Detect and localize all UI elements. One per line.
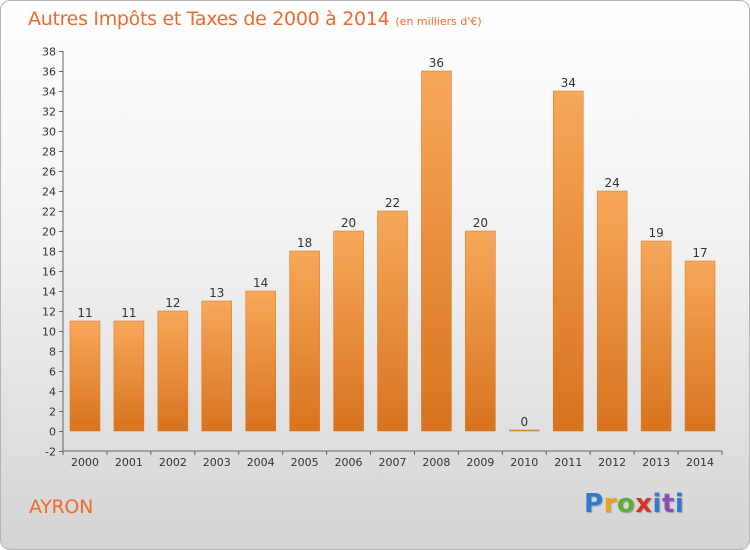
x-tick-label: 2007 (379, 456, 407, 469)
value-labels: 11 11 12 13 14 18 20 22 36 20 0 34 24 19 17 (77, 56, 707, 429)
data-label: 20 (473, 216, 488, 230)
bar (684, 260, 716, 432)
bar (201, 300, 233, 432)
x-tick-label: 2001 (115, 456, 143, 469)
y-tick-label: 26 (42, 166, 56, 179)
logo-letter: r (603, 489, 617, 519)
bar (421, 70, 452, 432)
x-tick-label: 2002 (159, 456, 187, 469)
commune-name: AYRON (29, 496, 93, 518)
y-tick-label: 18 (42, 246, 56, 259)
y-tick-label: 22 (42, 206, 56, 219)
data-label: 20 (341, 216, 356, 230)
x-tick-label: 2005 (291, 456, 319, 469)
x-tick-label: 2003 (203, 456, 231, 469)
x-tick-label: 2004 (247, 456, 275, 469)
bar (289, 250, 320, 432)
bar (333, 230, 364, 432)
x-tick-label: 2012 (598, 456, 626, 469)
y-tick-label: 38 (42, 46, 56, 59)
bar (509, 429, 540, 432)
data-label: 13 (209, 286, 224, 300)
bar (640, 240, 672, 432)
logo-letter: o (616, 489, 636, 519)
proxiti-logo: Proxiti (584, 489, 684, 519)
y-tick-label: 28 (42, 146, 56, 159)
x-tick-label: 2014 (686, 456, 714, 469)
data-label: 18 (297, 236, 312, 250)
bars (69, 70, 716, 432)
data-label: 11 (77, 306, 92, 320)
data-label: 17 (692, 246, 707, 260)
logo-letter: t (661, 489, 675, 519)
bar (245, 290, 276, 432)
logo-letter: P (584, 489, 604, 519)
x-tick-label: 2010 (510, 456, 538, 469)
data-label: 22 (385, 196, 400, 210)
y-tick-label: 36 (42, 66, 56, 79)
x-tick-label: 2011 (554, 456, 582, 469)
data-label: 12 (165, 296, 180, 310)
y-tick-label: 24 (42, 186, 56, 199)
chart-title: Autres Impôts et Taxes de 2000 à 2014 (en… (28, 8, 482, 30)
bar (465, 230, 496, 432)
x-tick-label: 2013 (642, 456, 670, 469)
data-label: 11 (121, 306, 136, 320)
bar (377, 210, 408, 432)
bar (69, 320, 101, 432)
data-label: 34 (561, 76, 576, 90)
logo-letter: i (652, 489, 662, 519)
x-tick-label: 2009 (466, 456, 494, 469)
y-tick-label: 4 (49, 386, 56, 399)
data-label: 14 (253, 276, 268, 290)
y-tick-label: 20 (42, 226, 56, 239)
bar (157, 310, 189, 432)
y-tick-label: 30 (42, 126, 56, 139)
y-tick-label: 10 (42, 326, 56, 339)
y-tick-label: 14 (42, 286, 56, 299)
data-label: 36 (429, 56, 444, 70)
x-tick-label: 2000 (71, 456, 99, 469)
title-text: Autres Impôts et Taxes de 2000 à 2014 (28, 8, 390, 30)
data-label: 19 (648, 226, 663, 240)
logo-letter: x (635, 489, 653, 519)
y-tick-label: 8 (49, 346, 56, 359)
bar (596, 190, 628, 432)
y-tick-label: -2 (45, 446, 56, 459)
x-tick-label: 2008 (422, 456, 450, 469)
y-tick-label: 16 (42, 266, 56, 279)
data-label: 24 (605, 176, 620, 190)
chart-subtitle: (en milliers d'€) (395, 15, 482, 28)
bar (552, 90, 584, 432)
axes: -202468101214161820222426283032343638200… (42, 46, 723, 469)
y-tick-label: 34 (42, 86, 56, 99)
data-label: 0 (520, 415, 528, 429)
y-tick-label: 12 (42, 306, 56, 319)
y-tick-label: 2 (49, 406, 56, 419)
y-tick-label: 6 (49, 366, 56, 379)
x-tick-label: 2006 (335, 456, 363, 469)
y-tick-label: 32 (42, 106, 56, 119)
logo-letter: i (674, 489, 685, 519)
y-tick-label: 0 (49, 426, 56, 439)
bar (113, 320, 145, 432)
